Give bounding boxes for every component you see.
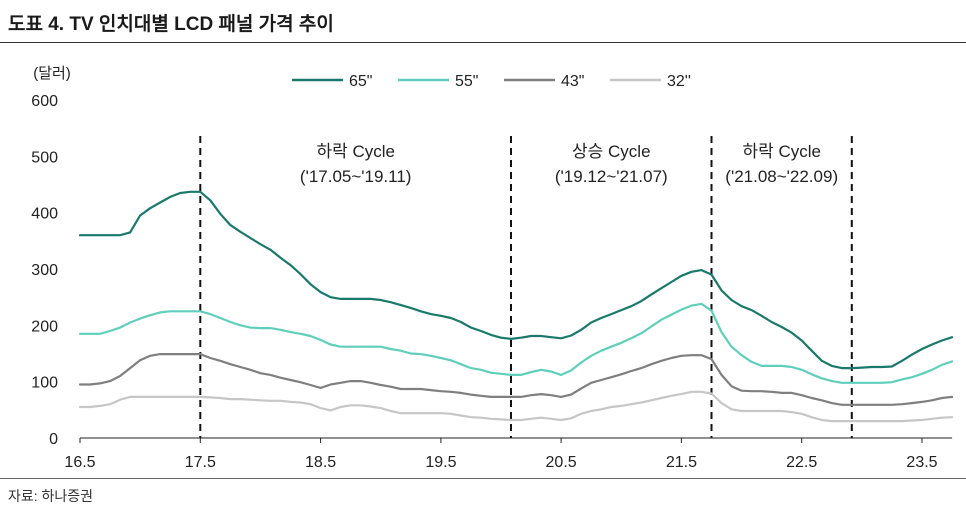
x-tick-label: 23.5 — [906, 454, 937, 471]
y-tick-label: 200 — [31, 318, 58, 335]
cycle-period: ('21.08~'22.09) — [725, 167, 838, 186]
series-line-32-inch — [78, 390, 954, 423]
legend-label: 32'' — [667, 73, 691, 90]
legend-item: 55" — [398, 73, 478, 90]
cycle-label: 하락 Cycle — [742, 142, 821, 161]
legend-label: 43" — [561, 73, 584, 90]
figure-title: 도표 4. TV 인치대별 LCD 패널 가격 추이 — [8, 14, 334, 35]
source-divider — [0, 478, 966, 479]
title-divider — [0, 42, 966, 43]
legend-label: 65" — [349, 73, 372, 90]
y-tick-label: 0 — [49, 431, 58, 448]
legend-label: 55" — [455, 73, 478, 90]
legend: 65" 55" 43" 32'' — [292, 73, 691, 90]
cycle-period: ('17.05~'19.11) — [300, 167, 412, 186]
cycle-label: 상승 Cycle — [572, 142, 651, 161]
x-tick-label: 21.5 — [666, 454, 697, 471]
legend-item: 32'' — [610, 73, 691, 90]
y-tick-label: 500 — [31, 149, 58, 166]
cycle-label: 하락 Cycle — [316, 142, 395, 161]
y-tick-label: 600 — [31, 93, 58, 110]
y-axis-unit-label: (달러) — [33, 65, 71, 82]
legend-item: 65" — [292, 73, 372, 90]
y-tick-label: 100 — [31, 375, 58, 392]
cycle-period: ('19.12~'21.07) — [555, 167, 668, 186]
y-tick-label: 300 — [31, 262, 58, 279]
series-line-43-inch — [78, 353, 954, 406]
y-tick-label: 400 — [31, 206, 58, 223]
x-tick-label: 18.5 — [305, 454, 336, 471]
x-tick-label: 20.5 — [546, 454, 577, 471]
x-tick-label: 19.5 — [425, 454, 456, 471]
series-line-65-inch — [78, 190, 954, 370]
x-tick-label: 16.5 — [64, 454, 95, 471]
x-tick-label: 22.5 — [786, 454, 817, 471]
source-note: 자료: 하나증권 — [8, 488, 94, 504]
series-line-55-inch — [78, 302, 954, 384]
legend-item: 43" — [504, 73, 584, 90]
x-tick-label: 17.5 — [185, 454, 216, 471]
